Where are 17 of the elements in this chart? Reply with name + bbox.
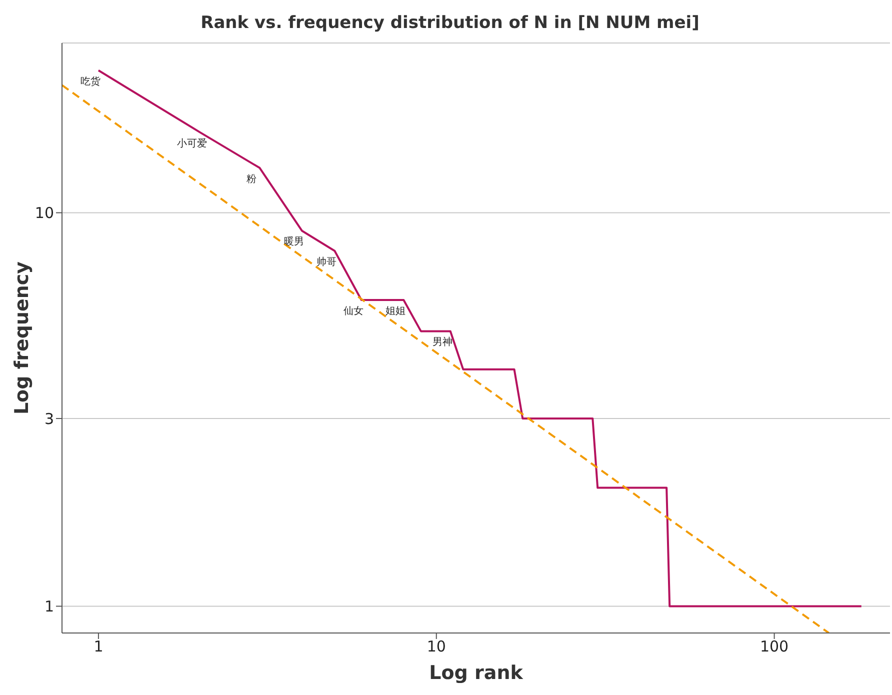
- annotation: 仙女: [343, 305, 364, 318]
- annotation: 吃货: [80, 75, 100, 88]
- y-axis-title: Log frequency: [11, 260, 33, 415]
- y-tick-label: 1: [44, 598, 54, 616]
- y-tick-label: 10: [34, 204, 54, 222]
- annotation: 帅哥: [316, 256, 337, 268]
- annotation: 小可爱: [177, 137, 208, 150]
- x-tick-label: 100: [760, 638, 789, 656]
- annotation: 男神: [432, 336, 452, 348]
- annotation: 姐姐: [386, 306, 406, 318]
- x-tick-label: 1: [94, 638, 104, 656]
- x-axis-title: Log rank: [429, 662, 524, 684]
- annotation: 暖男: [284, 236, 304, 248]
- y-tick-label: 3: [44, 410, 54, 428]
- annotation: 粉: [246, 172, 257, 185]
- x-tick-label: 10: [426, 638, 446, 656]
- chart-title: Rank vs. frequency distribution of N in [N NUM mei]: [200, 12, 700, 35]
